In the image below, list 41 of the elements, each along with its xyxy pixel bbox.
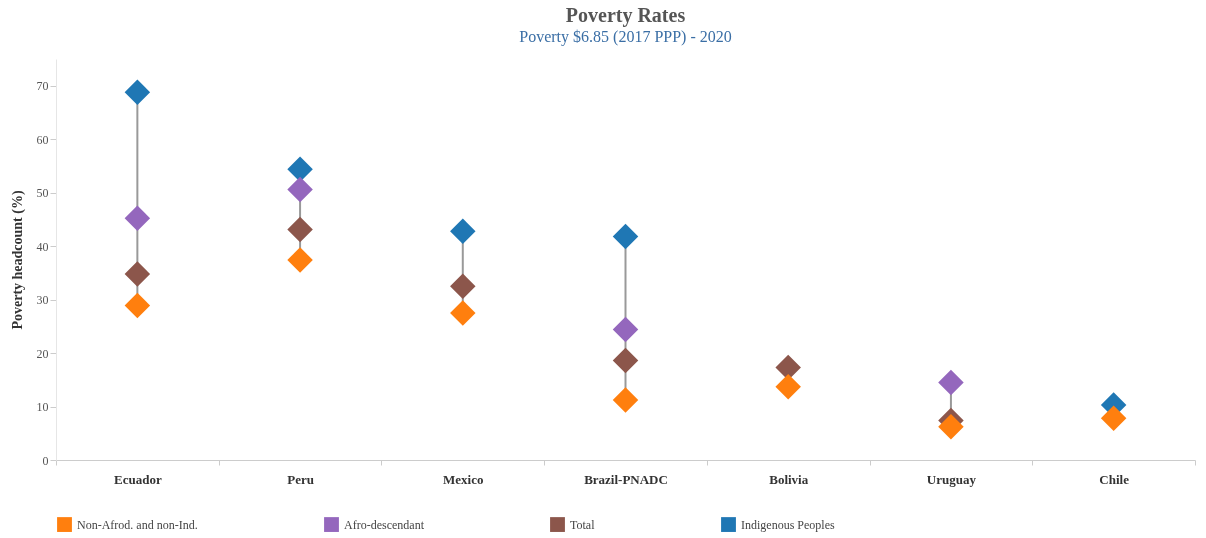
point — [124, 292, 151, 319]
point — [1100, 405, 1127, 432]
point — [287, 216, 313, 243]
chart-title: Poverty Rates — [565, 4, 686, 27]
point — [612, 223, 639, 250]
chart-subtitle: Poverty $6.85 (2017 PPP) - 2020 — [519, 28, 732, 46]
y-tick-label: 30 — [36, 293, 49, 308]
point — [287, 247, 313, 273]
x-tick-label: Brazil-PNADC — [584, 471, 668, 487]
point — [450, 273, 476, 299]
legend-label: Indigenous Peoples — [741, 517, 835, 532]
point — [124, 79, 151, 105]
y-tick-label: 70 — [36, 79, 49, 94]
x-tick-label: Uruguay — [926, 471, 977, 487]
point — [938, 369, 964, 396]
y-tick-label: 10 — [36, 400, 49, 415]
y-tick-label: 20 — [36, 346, 49, 361]
y-tick-label: 0 — [42, 453, 49, 468]
point — [450, 300, 476, 326]
point — [612, 316, 639, 343]
legend-label: Total — [570, 517, 596, 532]
point — [287, 156, 313, 182]
y-axis-title: Poverty headcount (%) — [9, 190, 26, 330]
x-tick-label: Mexico — [443, 471, 484, 487]
y-tick-label: 40 — [36, 239, 49, 254]
point — [612, 347, 639, 374]
y-tick-label: 60 — [36, 132, 49, 147]
x-tick-label: Bolivia — [769, 471, 809, 487]
point — [450, 218, 476, 244]
point — [612, 387, 639, 413]
point — [775, 374, 801, 400]
x-tick-label: Peru — [287, 471, 314, 487]
legend-label: Afro-descendant — [344, 517, 425, 532]
point — [124, 261, 151, 287]
point — [124, 205, 151, 232]
y-tick-label: 50 — [36, 186, 49, 201]
legend-label: Non-Afrod. and non-Ind. — [77, 517, 198, 532]
x-tick-label: Ecuador — [114, 471, 162, 487]
point — [938, 414, 964, 440]
point — [287, 176, 313, 203]
x-tick-label: Chile — [1099, 471, 1130, 487]
